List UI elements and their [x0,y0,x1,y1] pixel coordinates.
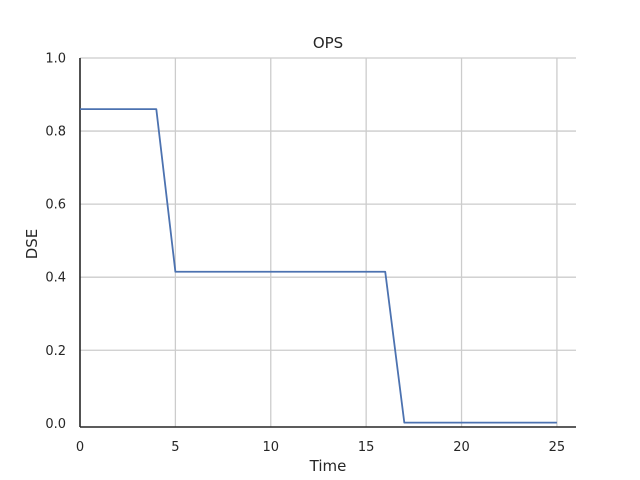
x-tick-label: 20 [453,440,470,455]
y-tick-label: 0.6 [45,198,66,213]
y-tick-labels: 0.0 0.2 0.4 0.6 0.8 1.0 [45,52,66,432]
x-tick-labels: 0 5 10 15 20 25 [76,440,565,455]
chart-title: OPS [313,34,343,52]
x-tick-label: 5 [171,440,179,455]
x-tick-label: 10 [262,440,279,455]
y-tick-label: 1.0 [45,52,66,67]
x-tick-label: 15 [358,440,375,455]
series-lines [80,108,557,424]
x-tick-label: 25 [549,440,566,455]
y-tick-label: 0.8 [45,125,66,140]
x-tick-label: 0 [76,440,84,455]
grid-lines [80,57,576,427]
series-line [80,108,557,424]
y-tick-label: 0.2 [45,344,66,359]
x-axis-title: Time [309,457,347,475]
y-axis-title: DSE [23,229,41,260]
y-tick-label: 0.0 [45,417,66,432]
y-tick-label: 0.4 [45,271,66,286]
